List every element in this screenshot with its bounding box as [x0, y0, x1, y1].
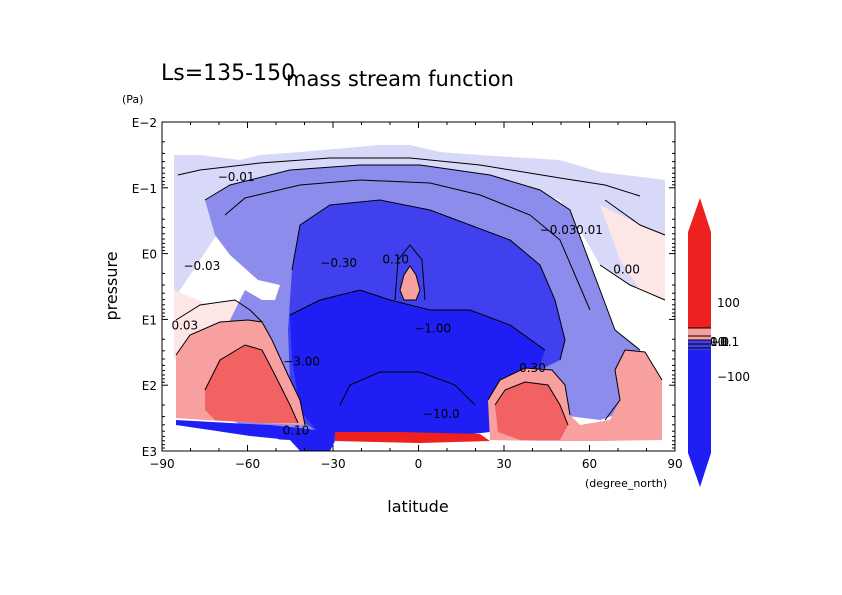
plot-area: −0.01−0.03 −0.30 0.10−1.00−3.00−10.0−0.03 0… [161, 121, 676, 452]
x-tick-label: 30 [496, 457, 511, 471]
contour-line [487, 367, 571, 416]
contour-line [339, 371, 476, 406]
contour-lines [175, 157, 666, 426]
contour-line [204, 344, 299, 424]
x-tick-label: −30 [320, 457, 345, 471]
contour-line [289, 289, 546, 351]
colorbar-top-arrow [688, 198, 711, 232]
region-negative-core [340, 372, 475, 432]
contour-label: 0.10 [382, 252, 409, 266]
x-tick-label: −90 [149, 457, 174, 471]
y-tick-label: E1 [142, 313, 157, 327]
contour-label: 0.30 [519, 361, 546, 375]
x-tick-label: 60 [582, 457, 597, 471]
contour-label: −0.03 [184, 259, 221, 273]
y-tick-label: E0 [142, 248, 157, 262]
contour-label: −0.01 [218, 170, 255, 184]
contour-line [494, 381, 569, 426]
contour-label: 0.01 [576, 223, 603, 237]
region-positive-bottom-strip [335, 432, 490, 443]
y-tick-label: E3 [142, 445, 157, 459]
colorbar-label-small: 0.1 [710, 335, 729, 349]
contour-label: 0.10 [283, 424, 310, 438]
y-axis: E−2 E−1 E0 E1 E2 E3 [132, 116, 675, 459]
colorbar-negative-block [688, 350, 711, 453]
contour-line [204, 164, 641, 351]
colorbar-negative-faint [688, 340, 711, 350]
contour-line [399, 265, 421, 301]
x-tick-label: −60 [235, 457, 260, 471]
contour-label: −0.03 [540, 223, 577, 237]
colorbar-positive-block [688, 232, 711, 328]
contour-line [604, 349, 663, 421]
x-axis: −90 −60 −30 0 30 60 90 [149, 122, 683, 471]
colorbar-positive-faint [688, 328, 711, 340]
colorbar-label-small: −0.1 [710, 335, 739, 349]
y-tick-label: E−2 [132, 116, 157, 130]
colorbar-label-small: 1.0 [710, 335, 729, 349]
contour-line [177, 157, 641, 197]
x-axis-label: latitude [387, 497, 448, 516]
colorbar-bottom-arrow [688, 453, 711, 487]
contour-label: −0.30 [320, 256, 357, 270]
colorbar-label: 100 [717, 296, 740, 310]
contour-line [224, 179, 591, 311]
colorbar-labels: 100 −100 0.11.010−0.1 [710, 296, 750, 384]
region-negative-bottom-strip [176, 420, 335, 451]
contour-line [394, 244, 426, 301]
contour-label: 0.03 [171, 318, 198, 332]
region-positive-strong-south [205, 345, 298, 423]
contour-labels: −0.01−0.03 −0.30 0.10−1.00−3.00−10.0−0.03 0… [171, 170, 639, 437]
contour-label: −1.00 [414, 322, 451, 336]
x-tick-label: 0 [415, 457, 423, 471]
colorbar-label: −100 [717, 370, 750, 384]
colorbar: 100 −100 0.11.010−0.1 [688, 198, 750, 487]
region-positive-strong-north [495, 382, 568, 440]
contour-label: −10.0 [423, 407, 460, 421]
x-tick-label: 90 [667, 457, 682, 471]
y-tick-label: E2 [142, 379, 157, 393]
chart-subtitle: Ls=135-150 [161, 61, 295, 86]
colorbar-label-small: 10 [710, 335, 725, 349]
y-unit-label: (Pa) [122, 93, 143, 106]
contour-line [291, 199, 566, 361]
region-positive-equatorial [400, 266, 420, 300]
y-axis-label: pressure [102, 251, 121, 320]
y-tick-label: E−1 [132, 182, 157, 196]
x-unit-label: (degree_north) [585, 477, 667, 490]
contour-line [175, 299, 263, 323]
contour-label: −3.00 [283, 354, 320, 368]
contour-label: 0.00 [613, 262, 640, 276]
colorbar-lines [688, 327, 711, 349]
contour-line [599, 264, 666, 301]
contour-line [604, 199, 666, 236]
chart-title: mass stream function [286, 67, 514, 91]
